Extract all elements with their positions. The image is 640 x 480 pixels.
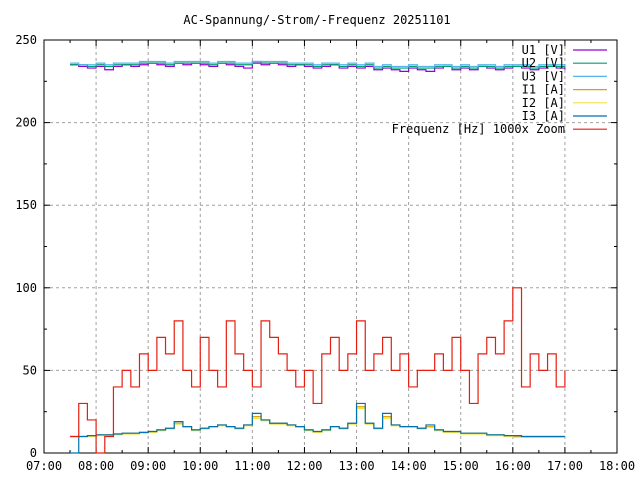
legend-label: I3 [A] <box>522 109 565 123</box>
x-tick-label: 07:00 <box>26 459 62 473</box>
series-line-i3-a <box>70 402 565 454</box>
legend-label: U3 [V] <box>522 69 565 83</box>
legend-label: U1 [V] <box>522 43 565 57</box>
axes: 0 50 100 150 200 250 07:00 08:00 09:00 10:00 11:00… <box>15 33 635 473</box>
series-line-frequenz-hz-1000x-zoom <box>70 287 566 454</box>
series-line-i2-a <box>70 407 565 438</box>
x-tick-label: 13:00 <box>338 459 374 473</box>
chart-title: AC-Spannung/-Strom/-Frequenz 20251101 <box>183 13 450 27</box>
legend-label: I2 [A] <box>522 96 565 110</box>
x-tick-label: 11:00 <box>234 459 270 473</box>
y-tick-label: 100 <box>15 281 37 295</box>
x-tick-label: 17:00 <box>547 459 583 473</box>
plot-border <box>43 39 618 454</box>
y-tick-label: 50 <box>23 363 37 377</box>
x-tick-label: 12:00 <box>286 459 322 473</box>
x-tick-label: 16:00 <box>495 459 531 473</box>
legend-label: U2 [V] <box>522 56 565 70</box>
legend: U1 [V]U2 [V]U3 [V]I1 [A]I2 [A]I3 [A]Freq… <box>392 43 607 136</box>
x-tick-label: 14:00 <box>391 459 427 473</box>
legend-label: Frequenz [Hz] 1000x Zoom <box>392 122 565 136</box>
y-tick-label: 250 <box>15 33 37 47</box>
x-tick-label: 08:00 <box>78 459 114 473</box>
x-tick-label: 10:00 <box>182 459 218 473</box>
y-tick-label: 0 <box>30 446 37 460</box>
y-tick-label: 150 <box>15 198 37 212</box>
plot-series <box>70 60 566 454</box>
x-tick-label: 09:00 <box>130 459 166 473</box>
y-tick-label: 200 <box>15 116 37 130</box>
x-tick-label: 18:00 <box>599 459 635 473</box>
x-tick-label: 15:00 <box>443 459 479 473</box>
legend-label: I1 [A] <box>522 83 565 97</box>
series-line-u3-v <box>70 60 566 68</box>
